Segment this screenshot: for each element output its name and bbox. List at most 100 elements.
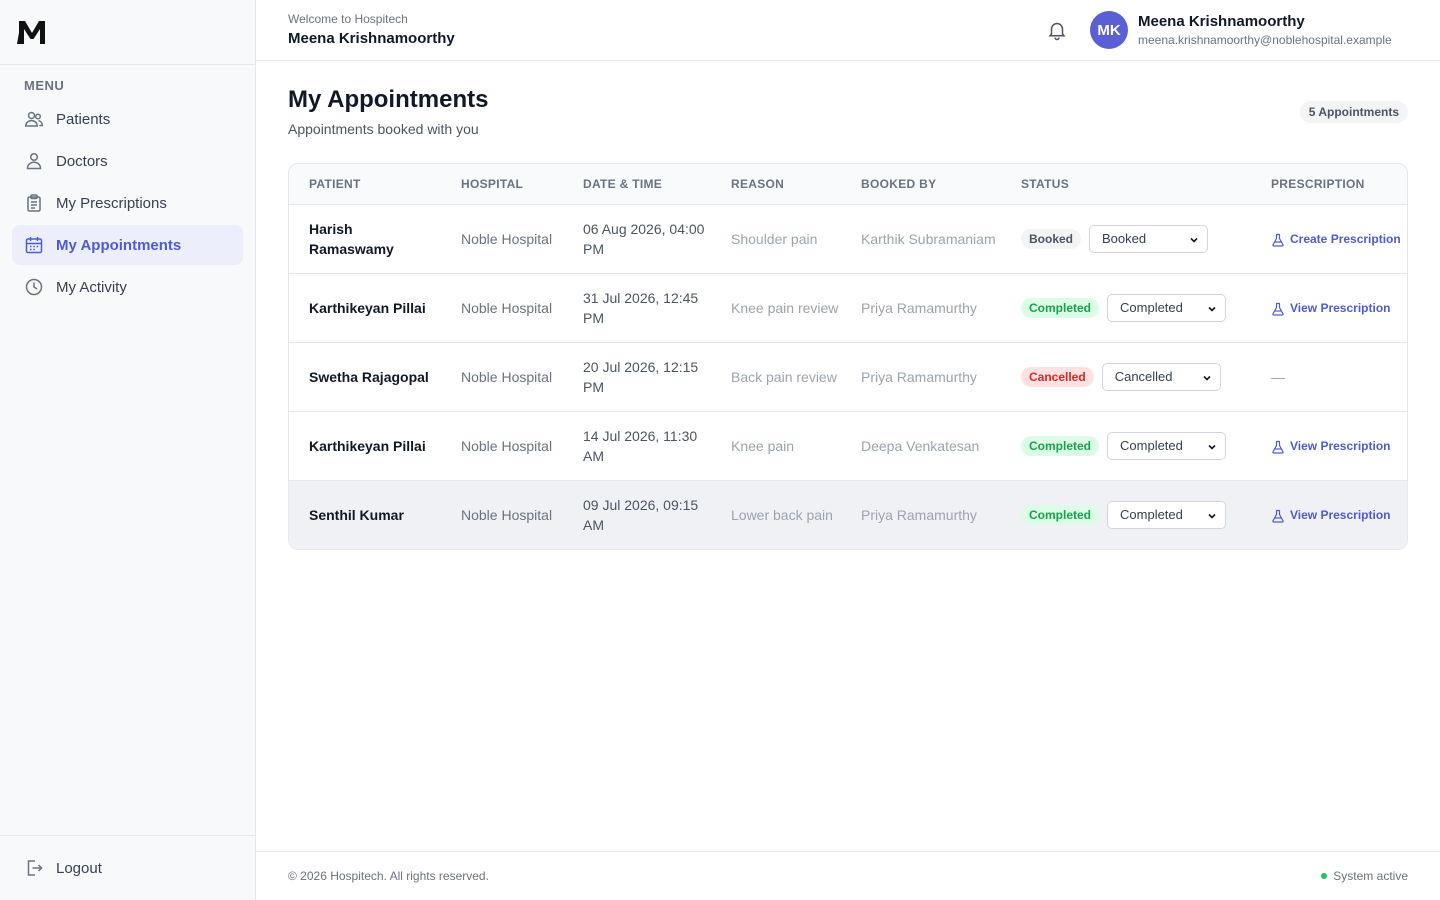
create-prescription-link[interactable]: Create Prescription — [1271, 231, 1407, 247]
booked-by: Karthik Subramaniam — [861, 230, 996, 247]
view-prescription-link[interactable]: View Prescription — [1271, 438, 1407, 454]
users-icon — [24, 109, 44, 129]
status-select[interactable]: Completed — [1107, 431, 1227, 460]
appointment-reason: Knee pain review — [731, 299, 839, 316]
chevron-down-icon — [1208, 306, 1216, 312]
notifications-button[interactable] — [1046, 19, 1068, 41]
chevron-down-icon — [1208, 444, 1216, 450]
flask-icon — [1272, 440, 1284, 454]
appointment-reason: Shoulder pain — [731, 230, 818, 247]
column-header-date-time: DATE & TIME — [583, 176, 663, 191]
appointment-date-time: 14 Jul 2026, 11:30 AM — [583, 427, 698, 464]
column-header-hospital: HOSPITAL — [461, 176, 524, 191]
status-select-value: Booked — [1102, 230, 1147, 246]
status-select[interactable]: Booked — [1089, 224, 1209, 253]
booked-by: Priya Ramamurthy — [861, 299, 977, 316]
status-select[interactable]: Completed — [1107, 293, 1227, 322]
patient-name: Senthil Kumar — [309, 506, 404, 523]
logout-button[interactable]: Logout — [12, 848, 243, 888]
appointment-reason: Back pain review — [731, 368, 837, 385]
table-row: Karthikeyan Pillai Noble Hospital 31 Jul… — [289, 273, 1407, 342]
column-header-status: STATUS — [1021, 176, 1070, 191]
status-cell: Completed Completed — [1001, 480, 1251, 549]
booked-by: Priya Ramamurthy — [861, 368, 977, 385]
menu-heading: MENU — [24, 78, 65, 93]
hospital-name: Noble Hospital — [461, 299, 553, 316]
sidebar-item-label: My Activity — [56, 278, 127, 296]
appointment-reason: Knee pain — [731, 437, 795, 454]
sidebar-item-my-appointments[interactable]: My Appointments — [12, 225, 243, 265]
status-badge: Booked — [1021, 228, 1082, 249]
status-select[interactable]: Completed — [1107, 500, 1227, 529]
hospital-name: Noble Hospital — [461, 506, 553, 523]
appointment-reason: Lower back pain — [731, 506, 833, 523]
sidebar-footer: Logout — [0, 835, 255, 900]
table-row: Harish Ramaswamy Noble Hospital 06 Aug 2… — [289, 204, 1407, 273]
appointment-date-time: 31 Jul 2026, 12:45 PM — [583, 289, 699, 326]
patient-name: Karthikeyan Pillai — [309, 299, 426, 316]
hospital-name: Noble Hospital — [461, 437, 553, 454]
table-row: Swetha Rajagopal Noble Hospital 20 Jul 2… — [289, 342, 1407, 411]
chevron-down-icon — [1190, 237, 1198, 243]
status-cell: Completed Completed — [1001, 411, 1251, 480]
view-prescription-link[interactable]: View Prescription — [1271, 300, 1407, 316]
column-header-booked-by: BOOKED BY — [861, 176, 937, 191]
app-logo[interactable] — [16, 18, 48, 46]
appointment-date-time: 09 Jul 2026, 09:15 AM — [583, 496, 699, 533]
status-select-value: Completed — [1120, 437, 1183, 453]
view-prescription-link[interactable]: View Prescription — [1271, 507, 1407, 523]
copyright-text: © 2026 Hospitech. All rights reserved. — [288, 869, 489, 883]
prescription-link-label: View Prescription — [1290, 438, 1391, 453]
column-header-patient: PATIENT — [309, 176, 361, 191]
status-cell: Completed Completed — [1001, 273, 1251, 342]
page-subtitle: Appointments booked with you — [288, 121, 479, 137]
prescription-link-label: Create Prescription — [1290, 231, 1401, 246]
flask-icon — [1272, 302, 1284, 316]
sidebar-item-label: My Prescriptions — [56, 194, 167, 212]
user-email: meena.krishnamoorthy@noblehospital.examp… — [1138, 33, 1392, 47]
table-header-row: PATIENT HOSPITAL DATE & TIME REASON BOOK… — [289, 164, 1407, 204]
flask-icon — [1272, 509, 1284, 523]
top-header: Welcome to Hospitech Meena Krishnamoorth… — [256, 0, 1440, 61]
system-status: System active — [1321, 869, 1408, 883]
sidebar-item-doctors[interactable]: Doctors — [12, 141, 243, 181]
page-footer: © 2026 Hospitech. All rights reserved. S… — [256, 851, 1440, 900]
page-title: My Appointments — [288, 86, 489, 113]
status-dot-icon — [1321, 873, 1328, 879]
logout-label: Logout — [56, 859, 102, 877]
prescription-cell: — — [1251, 342, 1407, 411]
sidebar-item-label: Patients — [56, 110, 111, 128]
chevron-down-icon — [1203, 375, 1211, 381]
chevron-down-icon — [1208, 513, 1216, 519]
status-select-value: Completed — [1120, 506, 1183, 522]
calendar-icon — [24, 235, 44, 255]
status-badge: Cancelled — [1021, 366, 1094, 387]
patient-name: Harish Ramaswamy — [309, 220, 394, 257]
sidebar-item-label: My Appointments — [56, 236, 182, 254]
prescription-link-label: View Prescription — [1290, 300, 1391, 315]
sidebar-item-my-activity[interactable]: My Activity — [12, 267, 243, 307]
status-select[interactable]: Cancelled — [1101, 362, 1221, 391]
bell-icon — [1048, 22, 1066, 41]
prescription-cell: Create Prescription — [1251, 204, 1407, 273]
appointment-date-time: 06 Aug 2026, 04:00 PM — [583, 220, 705, 257]
status-cell: Booked Booked — [1001, 204, 1251, 273]
status-cell: Cancelled Cancelled — [1001, 342, 1251, 411]
column-header-reason: REASON — [731, 176, 785, 191]
sidebar-nav: Patients Doctors My Prescriptions My App… — [0, 99, 255, 307]
status-badge: Completed — [1021, 297, 1100, 318]
booked-by: Priya Ramamurthy — [861, 506, 977, 523]
status-select-value: Completed — [1120, 299, 1183, 315]
header-user-name: Meena Krishnamoorthy — [288, 30, 455, 47]
avatar[interactable]: MK — [1090, 11, 1128, 49]
flask-icon — [1272, 233, 1284, 247]
booked-by: Deepa Venkatesan — [861, 437, 980, 454]
sidebar-item-my-prescriptions[interactable]: My Prescriptions — [12, 183, 243, 223]
status-badge: Completed — [1021, 504, 1100, 525]
appointment-date-time: 20 Jul 2026, 12:15 PM — [583, 358, 699, 395]
table-row: Karthikeyan Pillai Noble Hospital 14 Jul… — [289, 411, 1407, 480]
sidebar-item-patients[interactable]: Patients — [12, 99, 243, 139]
status-select-value: Cancelled — [1114, 368, 1173, 384]
hospital-name: Noble Hospital — [461, 368, 553, 385]
patient-name: Swetha Rajagopal — [309, 368, 429, 385]
